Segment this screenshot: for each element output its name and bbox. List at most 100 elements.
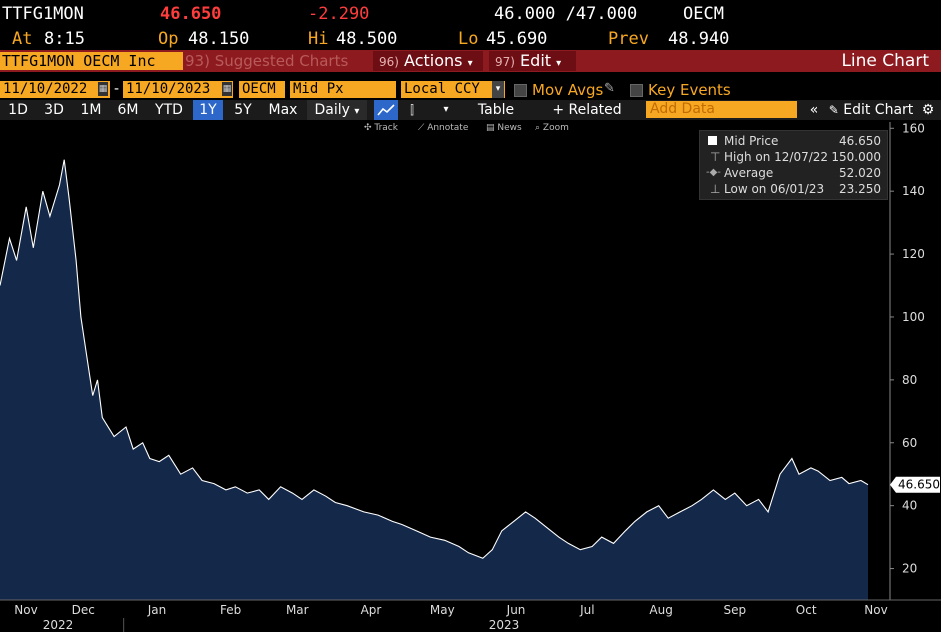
tab-max[interactable]: Max [268,102,298,118]
suggested-charts-button[interactable]: 93) Suggested Charts [185,52,348,70]
legend-low-value: 23.250 [839,182,881,196]
high-value: 48.500 [336,29,398,49]
tab-ytd[interactable]: YTD [155,102,183,118]
source-field[interactable]: OECM [239,81,285,98]
tab-5y[interactable]: 5Y [234,102,252,118]
open-label: Op [158,29,179,49]
tab-1y[interactable]: 1Y [193,100,223,120]
mov-avgs-label: Mov Avgs [532,81,604,99]
chart-type-title: Line Chart [841,51,929,71]
period-tabs: 1D 3D 1M 6M YTD 1Y 5Y Max Daily ▾ ⫿ ▾ Ta… [0,100,941,120]
calendar-icon[interactable]: ▦ [222,82,232,96]
square-icon [708,136,717,145]
track-label: Track [374,123,398,133]
gear-icon[interactable]: ⚙ [921,102,935,118]
x-tick-label: Apr [361,603,382,617]
low-value: 45.690 [486,29,548,49]
bid-ask: 46.000 /47.000 [494,4,638,24]
x-tick-label: Aug [649,603,672,617]
x-tick-label: Jun [506,603,526,617]
key-events-label: Key Events [648,81,731,99]
security-field[interactable]: TTFG1MON OECM Inc [0,52,183,70]
x-tick-label: Jan [147,603,167,617]
calendar-icon[interactable]: ▦ [98,82,108,96]
x-tick-label: May [430,603,455,617]
track-tool[interactable]: ✣ Track [364,123,398,133]
zoom-label: Zoom [542,123,569,133]
zoom-tool[interactable]: ⌕ Zoom [535,123,569,133]
last-value-label: 46.650 [898,478,940,492]
edit-label: Edit [520,51,552,70]
edit-num: 97) [495,55,515,69]
tab-3d[interactable]: 3D [44,102,64,118]
chart-legend: Mid Price 46.650 ⊤ High on 12/07/22 150.… [699,130,888,200]
x-year-label: 2023 [489,618,520,632]
edit-chart-button[interactable]: ✎ Edit Chart [826,100,916,120]
y-tick-label: 40 [902,499,917,513]
collapse-icon[interactable]: « [809,102,819,118]
legend-average-value: 52.020 [839,166,881,180]
y-tick-label: 60 [902,436,917,450]
tab-1m[interactable]: 1M [80,102,102,118]
add-data-input[interactable]: Add Data [646,101,797,118]
legend-row-average: -◆- Average 52.020 [700,165,887,181]
quote-time: 8:15 [44,29,85,49]
chevron-down-icon[interactable]: ▾ [443,104,449,115]
y-tick-label: 100 [902,310,925,324]
legend-row-high: ⊤ High on 12/07/22 150.000 [700,149,887,165]
tab-6m[interactable]: 6M [117,102,139,118]
table-button[interactable]: Table [477,102,515,118]
edit-chart-label: Edit Chart [843,102,914,118]
end-date-field[interactable]: 11/10/2023 [123,81,233,98]
data-field[interactable]: Mid Px [290,81,396,98]
at-label: At [12,29,33,49]
low-label: Lo [458,29,479,49]
mov-avgs-checkbox[interactable] [514,84,527,97]
key-events-checkbox[interactable] [630,84,643,97]
tab-1d[interactable]: 1D [8,102,28,118]
open-value: 48.150 [188,29,250,49]
line-chart-icon[interactable] [374,100,398,120]
currency-field[interactable]: Local CCY [401,81,505,98]
y-tick-label: 160 [902,121,925,135]
series-area [0,159,868,600]
high-marker-icon: ⊤ [710,150,721,164]
y-tick-label: 140 [902,184,925,198]
edit-button[interactable]: 97) Edit ▾ [489,51,576,71]
suggested-num: 93) [185,52,210,70]
annotate-icon: ⟋ [418,123,425,133]
chevron-down-icon: ▾ [354,106,360,117]
x-tick-label: Dec [72,603,95,617]
x-tick-label: Nov [14,603,37,617]
last-value-tag [890,476,940,493]
related-data-button[interactable]: + Related Data [552,102,622,118]
y-tick-label: 80 [902,373,917,387]
x-tick-label: Oct [796,603,817,617]
average-marker-icon: -◆- [706,167,721,178]
x-tick-label: Sep [724,603,747,617]
date-separator: - [114,81,120,97]
net-change: -2.290 [308,4,370,24]
function-bar: TTFG1MON OECM Inc 93) Suggested Charts 9… [0,50,941,72]
pencil-icon[interactable]: ✎ [604,81,615,96]
x-year-label: 2022 [43,618,74,632]
x-tick-label: Mar [286,603,309,617]
x-tick-label: Jul [579,603,594,617]
zoom-icon: ⌕ [535,123,541,133]
legend-average-label: Average [724,166,774,180]
y-tick-label: 120 [902,247,925,261]
frequency-dropdown[interactable]: Daily ▾ [307,100,367,120]
actions-button[interactable]: 96) Actions ▾ [373,51,483,71]
news-tool[interactable]: ▤ News [486,123,522,133]
last-price: 46.650 [160,4,222,24]
pricing-source: OECM [683,4,724,24]
prev-value: 48.940 [668,29,730,49]
annotate-tool[interactable]: ⟋ Annotate [418,123,468,133]
chevron-down-icon[interactable]: ▾ [492,81,504,98]
news-label: News [497,123,522,133]
legend-mid-value: 46.650 [839,134,881,148]
bar-type-icon[interactable]: ⫿ [410,103,414,117]
actions-num: 96) [379,55,399,69]
start-date-field[interactable]: 11/10/2022 [0,81,110,98]
chevron-down-icon: ▾ [556,58,562,69]
